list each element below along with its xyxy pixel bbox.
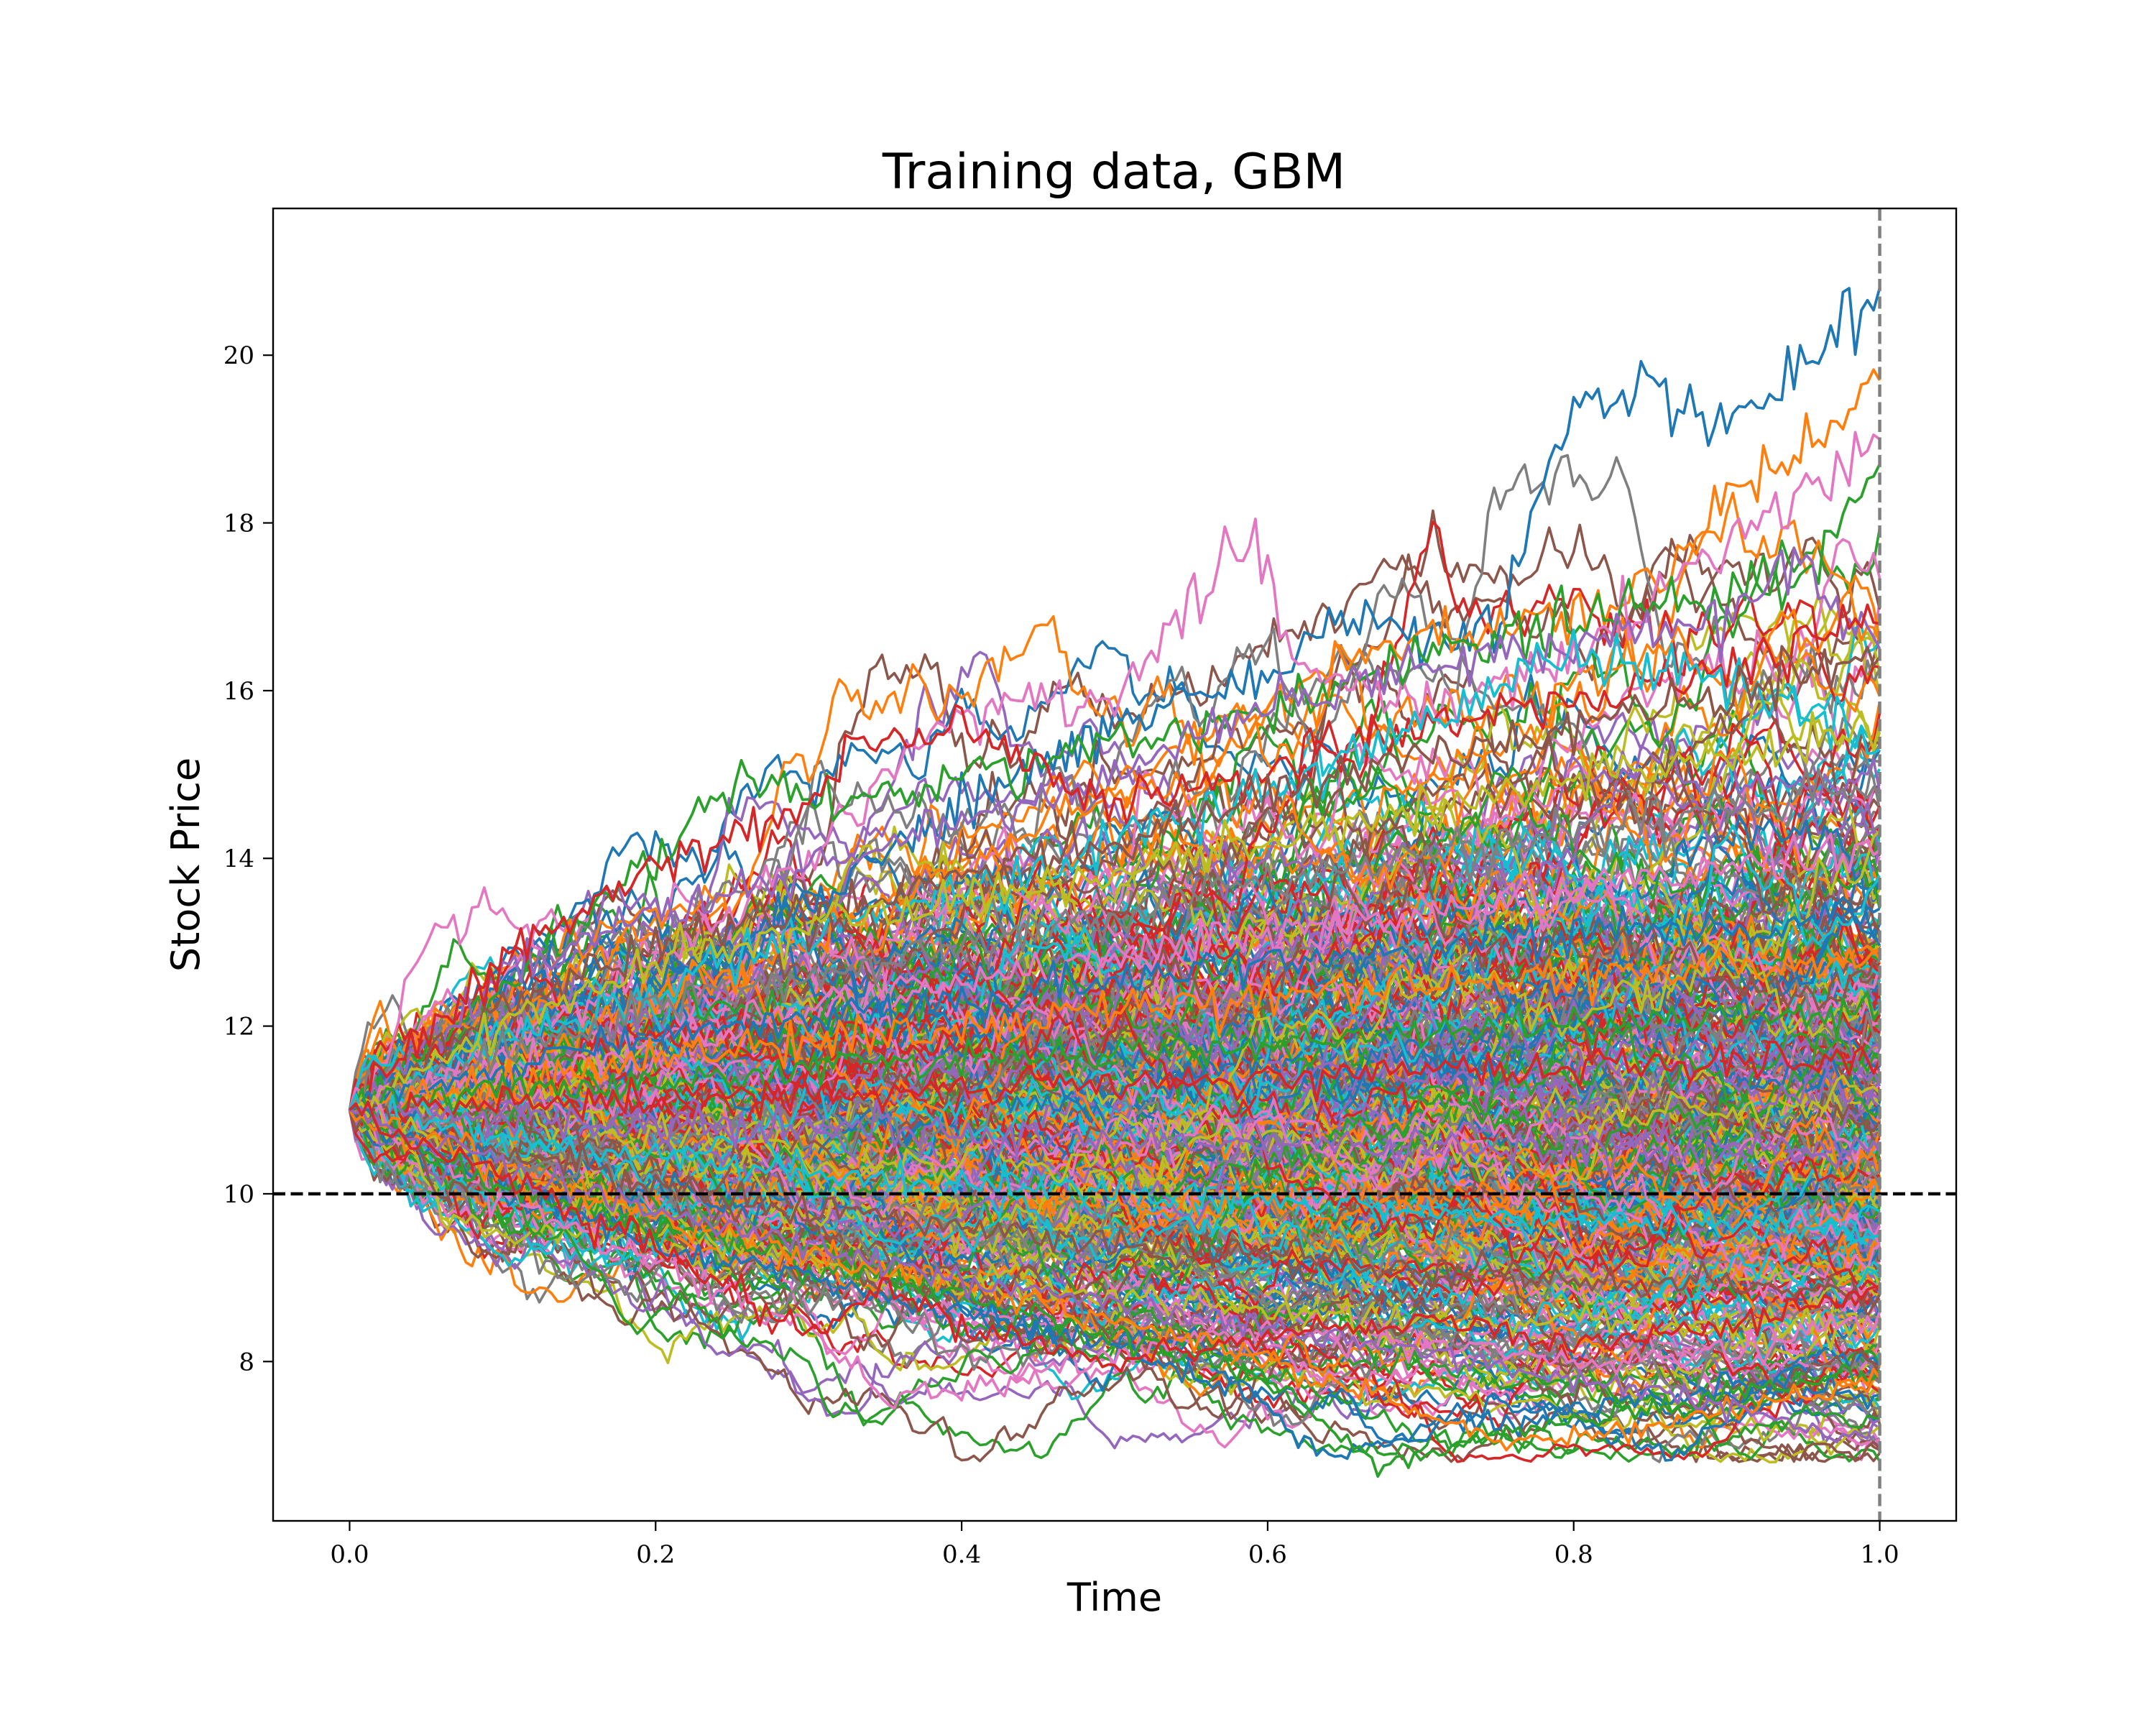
highlight-price-path bbox=[348, 832, 1881, 1110]
price-path-line bbox=[349, 1100, 1881, 1456]
highlight-price-path bbox=[349, 1040, 1881, 1124]
y-tick-label: 18 bbox=[224, 510, 254, 538]
price-path-line bbox=[348, 1018, 1881, 1238]
x-axis-label: Time bbox=[1067, 1575, 1162, 1620]
chart-title: Training data, GBM bbox=[882, 144, 1345, 201]
highlight-price-path bbox=[348, 1103, 1881, 1308]
y-tick-label: 20 bbox=[224, 341, 254, 370]
y-tick-label: 10 bbox=[224, 1180, 254, 1209]
x-tick-label: 0.2 bbox=[636, 1540, 675, 1569]
highlight-price-path bbox=[349, 1107, 1881, 1444]
price-path-line bbox=[349, 850, 1881, 1232]
price-path-line bbox=[349, 804, 1881, 1164]
highlight-price-path bbox=[349, 1102, 1881, 1478]
highlight-price-path bbox=[349, 645, 1881, 1114]
y-tick-label: 16 bbox=[224, 677, 254, 706]
price-path-line bbox=[349, 906, 1880, 1139]
x-tick-label: 1.0 bbox=[1861, 1540, 1899, 1569]
highlight-price-path bbox=[349, 710, 1881, 1115]
price-path-line bbox=[349, 937, 1881, 1227]
price-path-line bbox=[348, 1103, 1881, 1244]
y-tick-label: 14 bbox=[224, 845, 254, 873]
price-path-line bbox=[349, 945, 1881, 1292]
highlight-price-path bbox=[349, 628, 1881, 1116]
highlight-price-path bbox=[348, 546, 1881, 1111]
x-tick-label: 0.6 bbox=[1248, 1540, 1287, 1569]
price-path-line bbox=[349, 920, 1881, 1289]
y-axis-ticks: 8 10 12 14 16 18 20 bbox=[224, 341, 273, 1376]
highlight-price-path bbox=[349, 896, 1881, 1116]
price-paths bbox=[348, 287, 1881, 1478]
price-path-line bbox=[349, 974, 1880, 1220]
x-tick-label: 0.4 bbox=[942, 1540, 981, 1569]
highlight-price-path bbox=[349, 1101, 1881, 1410]
highlight-price-path bbox=[348, 1092, 1880, 1246]
price-path-line bbox=[349, 767, 1881, 1182]
highlight-price-path bbox=[348, 1099, 1881, 1177]
x-tick-label: 0.0 bbox=[330, 1540, 369, 1569]
x-tick-label: 0.8 bbox=[1554, 1540, 1593, 1569]
highlight-price-path bbox=[348, 464, 1881, 1111]
x-axis-ticks: 0.0 0.2 0.4 0.6 0.8 1.0 bbox=[330, 1521, 1899, 1569]
price-path-line bbox=[348, 1036, 1881, 1297]
reference-lines bbox=[273, 208, 1956, 1521]
price-path-line bbox=[349, 735, 1881, 1141]
y-tick-label: 12 bbox=[224, 1013, 254, 1041]
price-path-line bbox=[348, 1054, 1881, 1357]
price-path-line bbox=[349, 1071, 1881, 1244]
highlight-price-path bbox=[348, 946, 1881, 1121]
y-tick-label: 8 bbox=[239, 1348, 254, 1376]
price-path-line bbox=[349, 1055, 1881, 1341]
highlight-price-path bbox=[349, 767, 1881, 1124]
y-axis-label: Stock Price bbox=[163, 758, 208, 972]
highlight-price-path bbox=[349, 990, 1881, 1122]
plot-frame bbox=[272, 207, 1958, 1522]
price-path-line bbox=[348, 1003, 1881, 1287]
highlight-price-path bbox=[349, 1105, 1880, 1460]
highlight-price-path bbox=[349, 1100, 1880, 1374]
highlight-price-path bbox=[348, 603, 1880, 1111]
